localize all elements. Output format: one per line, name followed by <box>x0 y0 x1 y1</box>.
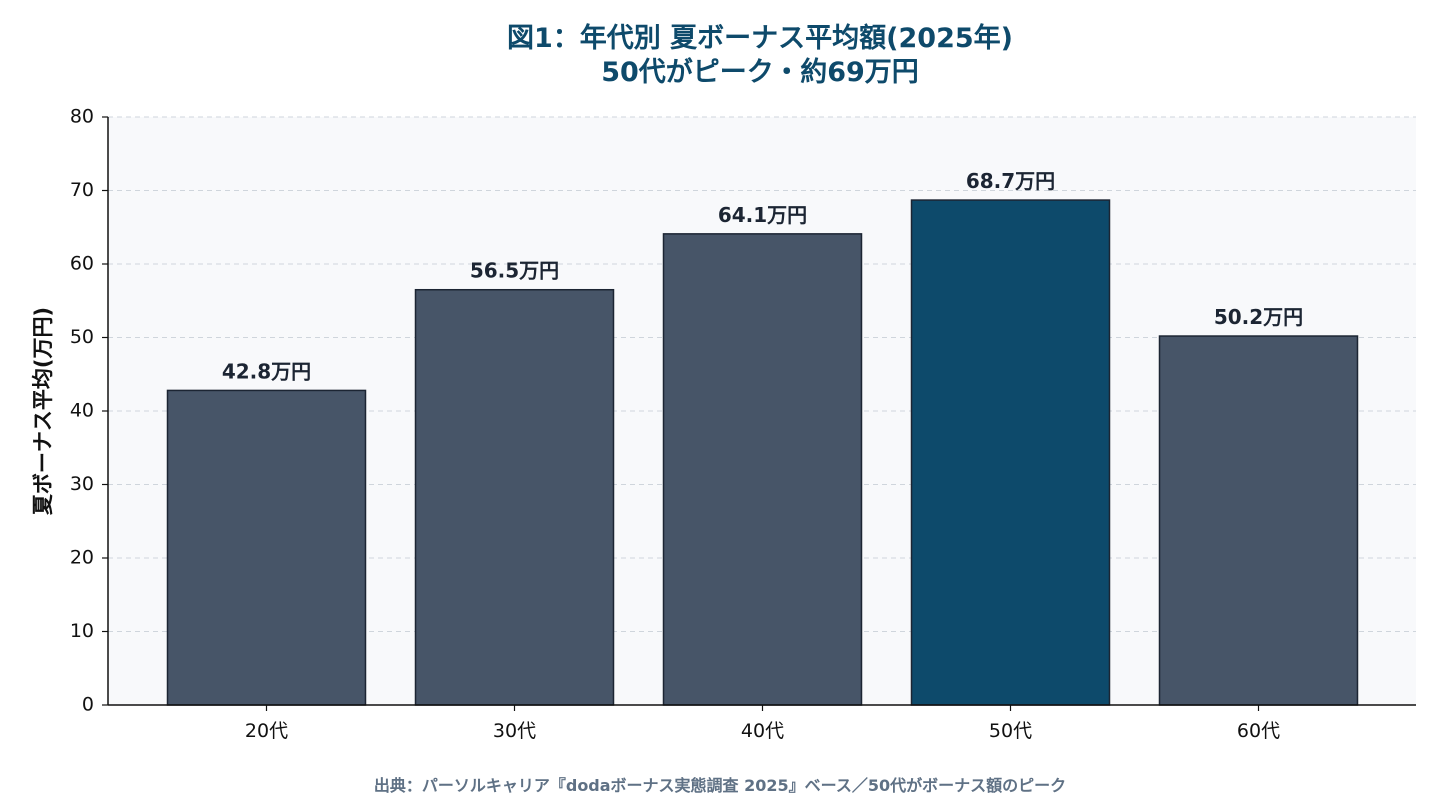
data-labels: 42.8万円 56.5万円 64.1万円 68.7万円 50.2万円 <box>222 169 1303 383</box>
y-tick-label: 10 <box>70 620 94 642</box>
x-tick-label: 50代 <box>989 720 1032 742</box>
y-ticks: 0 10 20 30 40 50 60 70 80 <box>70 106 108 716</box>
data-label: 50.2万円 <box>1214 305 1303 329</box>
chart-title: 図1：年代別 夏ボーナス平均額(2025年) <box>506 23 1013 54</box>
y-tick-label: 20 <box>70 547 94 569</box>
chart-subtitle: 50代がピーク・約69万円 <box>601 57 919 88</box>
y-axis-label: 夏ボーナス平均(万円) <box>31 307 55 515</box>
y-tick-label: 0 <box>82 694 94 716</box>
x-tick-label: 20代 <box>245 720 288 742</box>
y-tick-label: 30 <box>70 473 94 495</box>
x-tick-label: 60代 <box>1237 720 1280 742</box>
data-label: 64.1万円 <box>718 203 807 227</box>
y-tick-label: 70 <box>70 179 94 201</box>
x-tick-label: 30代 <box>493 720 536 742</box>
data-label: 68.7万円 <box>966 169 1055 193</box>
bar-50代 <box>910 199 1111 706</box>
bar-60代 <box>1158 335 1359 706</box>
bar-30代 <box>414 288 615 706</box>
y-tick-label: 60 <box>70 253 94 275</box>
y-tick-label: 80 <box>70 106 94 128</box>
data-label: 56.5万円 <box>470 259 559 283</box>
x-ticks: 20代 30代 40代 50代 60代 <box>245 705 1280 742</box>
source-note: 出典：パーソルキャリア『dodaボーナス実態調査 2025』ベース／50代がボー… <box>373 776 1067 795</box>
bar-40代 <box>662 233 863 706</box>
y-tick-label: 40 <box>70 400 94 422</box>
bar-20代 <box>166 389 367 706</box>
data-label: 42.8万円 <box>222 359 311 383</box>
x-tick-label: 40代 <box>741 720 784 742</box>
y-tick-label: 50 <box>70 326 94 348</box>
